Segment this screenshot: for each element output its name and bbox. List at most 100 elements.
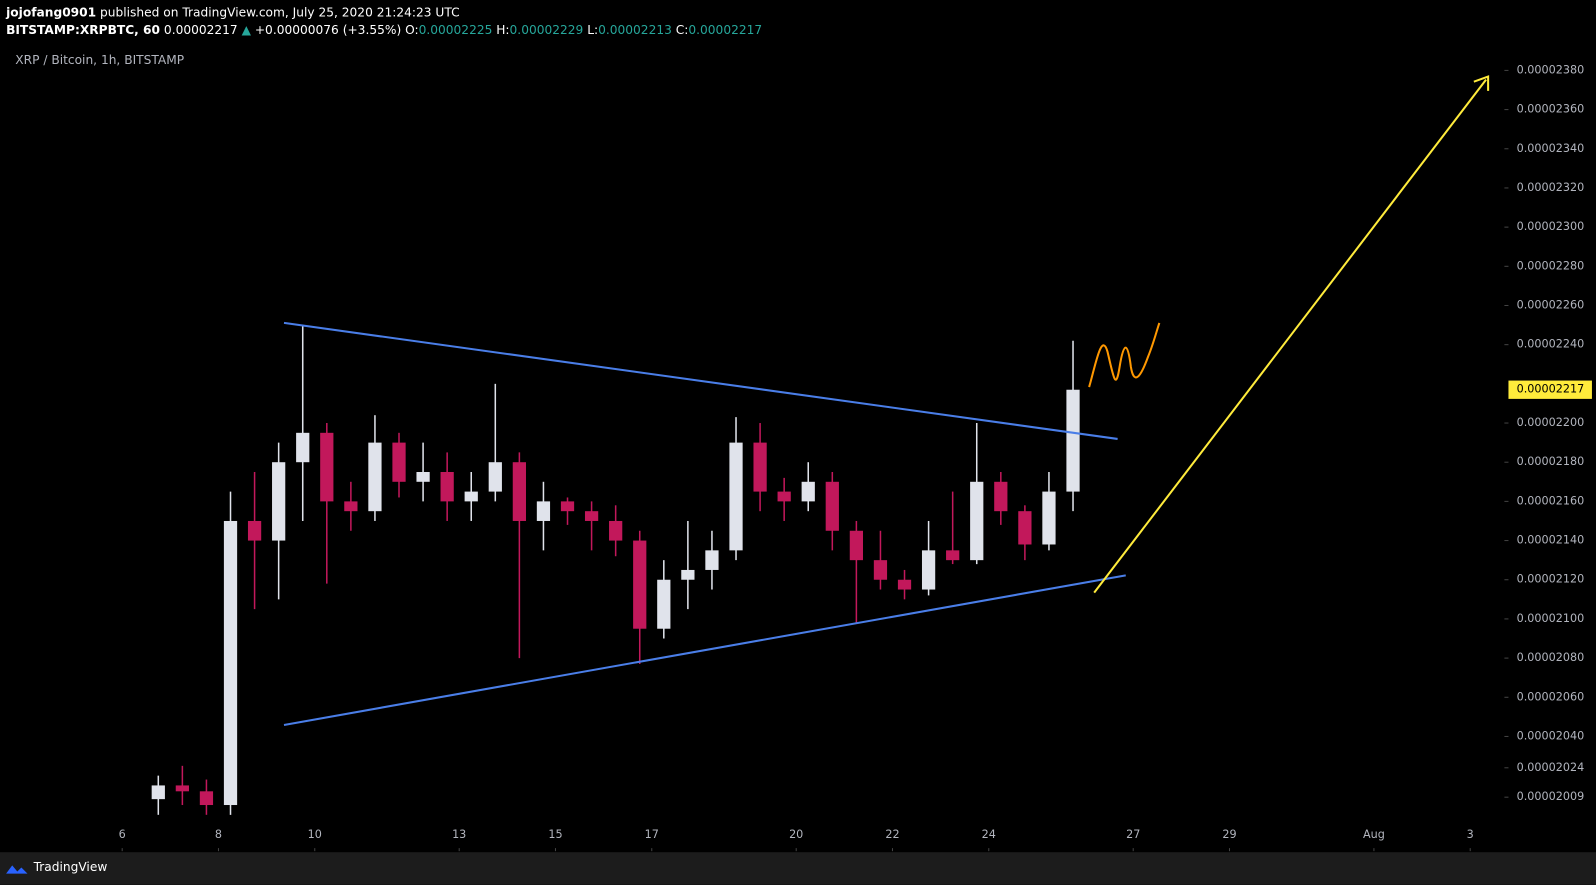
change: +0.00000076 (+3.55%) (251, 22, 401, 36)
candle-body (320, 432, 334, 502)
last-price-box (1508, 380, 1592, 399)
upper-trendline (283, 321, 1118, 440)
candle-body (825, 481, 839, 531)
x-tick-label: 3 (1467, 828, 1474, 841)
y-tick-label: 0.00002180 (1517, 455, 1585, 468)
arrow-head (1473, 75, 1490, 91)
candle-body (801, 481, 815, 502)
ohlc-value: 0.00002229 (510, 22, 584, 36)
candle-body (753, 442, 767, 492)
candle-body (1018, 511, 1032, 545)
candle-body (777, 491, 791, 502)
x-tick-label: 29 (1222, 828, 1236, 841)
candle-body (970, 481, 984, 561)
candle-body (994, 481, 1008, 512)
footer-text: TradingView (33, 860, 108, 874)
y-tick-label: 0.00002320 (1517, 181, 1585, 194)
ohlc-value: 0.00002213 (598, 22, 672, 36)
candle-body (729, 442, 743, 551)
y-tick-label: 0.00002120 (1517, 573, 1585, 586)
symbol: BITSTAMP:XRPBTC, 60 (6, 22, 160, 36)
candle-body (296, 432, 310, 463)
y-tick-label: 0.00002100 (1517, 612, 1585, 625)
y-tick-label: 0.00002200 (1517, 416, 1585, 429)
candle-body (368, 442, 382, 512)
x-tick-label: 17 (645, 828, 659, 841)
y-tick-label: 0.00002024 (1517, 761, 1585, 774)
ohlc-value: 0.00002225 (419, 22, 493, 36)
header-line-2: BITSTAMP:XRPBTC, 60 0.00002217 ▲ +0.0000… (6, 22, 762, 36)
projection-squiggle (1088, 322, 1161, 388)
candle-body (199, 791, 214, 806)
footer-logo: TradingView (6, 860, 107, 874)
y-tick-label: 0.00002260 (1517, 298, 1585, 311)
candle-body (440, 471, 454, 502)
drawings (283, 75, 1490, 726)
x-tick-label: 22 (885, 828, 899, 841)
logo-icon (6, 865, 28, 874)
ohlc-label: L: (583, 22, 598, 36)
y-tick-label: 0.00002380 (1517, 63, 1585, 76)
published: published on TradingView.com, July 25, 2… (96, 5, 459, 19)
candle-body (657, 579, 671, 629)
x-tick-label: Aug (1363, 828, 1385, 841)
candle-body (921, 550, 936, 590)
x-tick-label: 8 (215, 828, 222, 841)
price: 0.00002217 (160, 22, 238, 36)
y-tick-label: 0.00002160 (1517, 494, 1585, 507)
candle-body (416, 471, 430, 482)
ohlc-label: O: (401, 22, 418, 36)
candle-body (175, 785, 189, 792)
candle-body (849, 530, 863, 561)
candle-body (633, 540, 647, 629)
y-tick-label: 0.00002140 (1517, 534, 1585, 547)
lower-trendline (283, 574, 1126, 726)
candle-body (1066, 389, 1080, 492)
candle-body (946, 550, 960, 561)
pane-title: XRP / Bitcoin, 1h, BITSTAMP (15, 53, 184, 67)
ohlc-value: 0.00002217 (688, 22, 762, 36)
candle-body (536, 501, 551, 521)
candle-body (223, 520, 238, 806)
candle-body (488, 462, 502, 492)
arrow: ▲ (238, 22, 252, 36)
x-tick-label: 10 (308, 828, 322, 841)
ohlc-label: C: (672, 22, 689, 36)
candle-body (609, 520, 623, 541)
x-tick-label: 24 (982, 828, 996, 841)
header-line-1: jojofang0901 published on TradingView.co… (5, 5, 460, 19)
candle-body (464, 491, 478, 502)
x-tick-label: 20 (789, 828, 803, 841)
y-tick-label: 0.00002340 (1517, 142, 1585, 155)
candle-body (247, 520, 262, 541)
y-tick-label: 0.00002360 (1517, 103, 1585, 116)
y-tick-label: 0.00002300 (1517, 220, 1585, 233)
x-tick-label: 27 (1126, 828, 1140, 841)
y-tick-label: 0.00002040 (1517, 729, 1585, 742)
y-tick-label: 0.00002280 (1517, 259, 1585, 272)
last-price-label: 0.00002217 (1517, 383, 1585, 396)
candle-body (681, 569, 695, 580)
y-tick-label: 0.00002240 (1517, 338, 1585, 351)
x-tick-label: 15 (548, 828, 562, 841)
candle-body (392, 442, 406, 482)
candle-body (897, 579, 912, 590)
candle-body (512, 462, 526, 521)
x-tick-label: 13 (452, 828, 466, 841)
y-tick-label: 0.00002060 (1517, 690, 1585, 703)
candle-body (705, 550, 719, 570)
candle-body (344, 501, 358, 512)
candle-body (151, 785, 165, 800)
author: jojofang0901 (5, 5, 96, 19)
y-tick-label: 0.00002009 (1517, 790, 1585, 803)
y-tick-label: 0.00002080 (1517, 651, 1585, 664)
candle-body (873, 560, 888, 580)
candle-body (1042, 491, 1056, 545)
candle-body (560, 501, 575, 512)
footer-bar (0, 852, 1596, 885)
candle-body (584, 511, 599, 521)
candle-body (272, 462, 286, 541)
